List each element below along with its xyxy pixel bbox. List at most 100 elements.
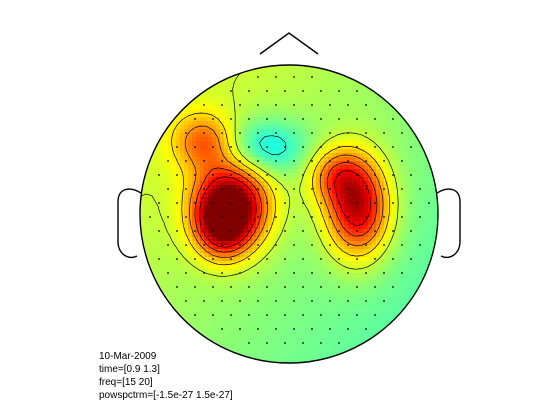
map-cell [376, 269, 381, 274]
map-cell [160, 181, 165, 186]
map-cell [400, 245, 405, 250]
map-cell [368, 241, 373, 246]
map-cell [160, 257, 165, 262]
map-cell [376, 305, 381, 310]
map-cell [252, 273, 257, 278]
map-cell [332, 85, 337, 90]
map-cell [336, 149, 341, 154]
map-cell [288, 117, 293, 122]
map-cell [396, 141, 401, 146]
map-cell [272, 265, 277, 270]
map-cell [140, 133, 145, 138]
map-cell [416, 181, 421, 186]
map-cell [388, 317, 393, 322]
map-cell [424, 121, 429, 126]
map-cell [420, 325, 425, 330]
map-cell [348, 293, 353, 298]
map-cell [348, 125, 353, 130]
map-cell [188, 273, 193, 278]
map-cell [192, 253, 197, 258]
map-cell [360, 73, 365, 78]
map-cell [296, 133, 301, 138]
map-cell [308, 69, 313, 74]
map-cell [224, 161, 229, 166]
map-cell [256, 81, 261, 86]
map-cell [332, 269, 337, 274]
map-cell [196, 161, 201, 166]
map-cell [320, 77, 325, 82]
map-cell [172, 169, 177, 174]
map-cell [416, 205, 421, 210]
map-cell [176, 73, 181, 78]
map-cell [380, 257, 385, 262]
map-cell [316, 169, 321, 174]
map-cell [184, 213, 189, 218]
map-cell [364, 165, 369, 170]
map-cell [336, 281, 341, 286]
map-cell [212, 185, 217, 190]
map-cell [316, 257, 321, 262]
map-cell [272, 177, 277, 182]
map-cell [400, 317, 405, 322]
map-cell [288, 197, 293, 202]
map-cell [288, 237, 293, 242]
map-cell [232, 105, 237, 110]
map-cell [228, 205, 233, 210]
map-cell [320, 161, 325, 166]
map-cell [412, 281, 417, 286]
map-cell [400, 289, 405, 294]
map-cell [204, 161, 209, 166]
map-cell [176, 197, 181, 202]
map-cell [384, 217, 389, 222]
map-cell [412, 121, 417, 126]
map-cell [208, 121, 213, 126]
map-cell [172, 125, 177, 130]
map-cell [420, 201, 425, 206]
map-cell [424, 109, 429, 114]
map-cell [408, 149, 413, 154]
map-cell [392, 257, 397, 262]
map-cell [196, 105, 201, 110]
map-cell [408, 221, 413, 226]
map-cell [248, 129, 253, 134]
map-cell [252, 313, 257, 318]
map-cell [420, 161, 425, 166]
map-cell [236, 301, 241, 306]
map-cell [248, 269, 253, 274]
map-cell [204, 305, 209, 310]
map-cell [316, 81, 321, 86]
map-cell [220, 205, 225, 210]
map-cell [368, 297, 373, 302]
map-cell [192, 297, 197, 302]
map-cell [252, 85, 257, 90]
map-cell [216, 185, 221, 190]
map-cell [268, 241, 273, 246]
map-cell [156, 129, 161, 134]
map-cell [220, 213, 225, 218]
map-cell [352, 97, 357, 102]
map-cell [204, 237, 209, 242]
map-cell [264, 305, 269, 310]
map-cell [364, 229, 369, 234]
map-cell [224, 145, 229, 150]
map-cell [288, 245, 293, 250]
map-cell [396, 157, 401, 162]
map-cell [320, 225, 325, 230]
map-cell [332, 185, 337, 190]
map-cell [256, 189, 261, 194]
map-cell [256, 69, 261, 74]
map-cell [288, 253, 293, 258]
map-cell [296, 265, 301, 270]
map-cell [272, 81, 277, 86]
map-cell [408, 89, 413, 94]
map-cell [296, 117, 301, 122]
map-cell [376, 65, 381, 70]
map-cell [436, 309, 438, 314]
map-cell [228, 297, 233, 302]
map-cell [164, 257, 169, 262]
map-cell [236, 77, 241, 82]
map-cell [320, 245, 325, 250]
map-cell [272, 125, 277, 130]
map-cell [404, 121, 409, 126]
map-cell [232, 277, 237, 282]
